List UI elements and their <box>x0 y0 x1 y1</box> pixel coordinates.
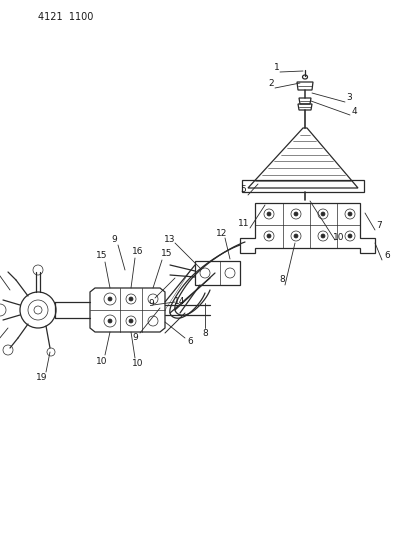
Text: 11: 11 <box>238 220 250 229</box>
Text: 4: 4 <box>351 107 357 116</box>
Text: 3: 3 <box>346 93 352 102</box>
Circle shape <box>294 234 298 238</box>
Text: 15: 15 <box>161 249 173 259</box>
Text: 9: 9 <box>132 334 138 343</box>
Circle shape <box>321 212 325 216</box>
Text: 5: 5 <box>240 185 246 195</box>
Circle shape <box>348 212 352 216</box>
Circle shape <box>108 297 112 301</box>
Text: 10: 10 <box>132 359 144 368</box>
Circle shape <box>34 306 42 314</box>
Text: 14: 14 <box>174 297 186 306</box>
Text: 7: 7 <box>376 222 382 230</box>
Text: 8: 8 <box>202 328 208 337</box>
Text: 16: 16 <box>132 247 144 256</box>
Text: 10: 10 <box>96 357 108 366</box>
Text: 15: 15 <box>96 252 108 261</box>
Circle shape <box>267 234 271 238</box>
Text: 6: 6 <box>384 252 390 261</box>
Text: 6: 6 <box>187 337 193 346</box>
Text: 13: 13 <box>164 235 176 244</box>
Text: 2: 2 <box>268 78 274 87</box>
Text: 12: 12 <box>216 229 228 238</box>
Text: 10: 10 <box>333 232 345 241</box>
Circle shape <box>348 234 352 238</box>
Text: 9: 9 <box>148 298 154 308</box>
Circle shape <box>294 212 298 216</box>
Text: 19: 19 <box>36 374 48 383</box>
Circle shape <box>108 319 112 323</box>
Circle shape <box>129 297 133 301</box>
Text: 4121  1100: 4121 1100 <box>38 12 93 22</box>
Text: 8: 8 <box>279 276 285 285</box>
Circle shape <box>321 234 325 238</box>
Text: 9: 9 <box>111 236 117 245</box>
Circle shape <box>267 212 271 216</box>
Text: 1: 1 <box>274 63 280 72</box>
Circle shape <box>129 319 133 323</box>
